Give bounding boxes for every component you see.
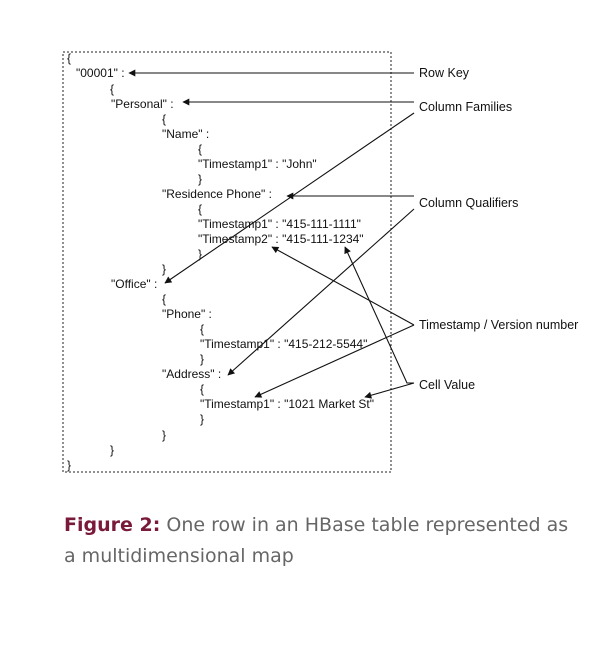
code-ts-john: "Timestamp1" : "John" (198, 157, 317, 171)
figure-number: Figure 2: (64, 514, 161, 536)
code-brace: { (198, 142, 202, 156)
dotted-frame (62, 51, 392, 473)
code-address: "Address" : (162, 367, 221, 381)
code-ts-res1: "Timestamp1" : "415-111-1111" (198, 217, 361, 231)
figure-caption: Figure 2: One row in an HBase table repr… (64, 510, 584, 572)
code-brace: { (200, 322, 204, 336)
code-brace: } (162, 262, 166, 276)
code-brace: { (162, 112, 166, 126)
code-ts-address: "Timestamp1" : "1021 Market St" (200, 397, 374, 411)
label-column-qualifiers: Column Qualifiers (419, 196, 518, 210)
code-brace: { (110, 82, 114, 96)
code-close-root: } (67, 458, 71, 472)
label-row-key: Row Key (419, 66, 470, 80)
code-brace: } (198, 247, 202, 261)
arrow-timestamp-address (254, 324, 415, 398)
code-brace: { (198, 202, 202, 216)
code-row-key: "00001" : (76, 66, 125, 80)
code-brace: } (200, 352, 204, 366)
arrow-cell-value-address (364, 382, 415, 399)
code-brace: } (110, 443, 114, 457)
code-brace: } (200, 412, 204, 426)
code-brace: { (162, 292, 166, 306)
code-personal: "Personal" : (111, 97, 174, 111)
code-residence-phone: "Residence Phone" : (162, 187, 272, 201)
label-column-families: Column Families (419, 100, 512, 114)
code-office: "Office" : (111, 277, 157, 291)
code-phone: "Phone" : (162, 307, 212, 321)
code-ts-phone: "Timestamp1" : "415-212-5544" (200, 337, 367, 351)
caption-text: One row in an HBase table represented as… (64, 514, 569, 567)
code-name: "Name" : (162, 127, 209, 141)
code-brace: } (162, 428, 166, 442)
label-cell-value: Cell Value (419, 378, 475, 392)
code-brace: { (200, 382, 204, 396)
code-ts-res2: "Timestamp2" : "415-111-1234" (198, 232, 364, 246)
code-brace: } (198, 172, 202, 186)
code-open-brace: { (67, 51, 71, 65)
arrow-column-qualifiers-address (227, 208, 415, 376)
label-timestamp: Timestamp / Version number (419, 318, 578, 332)
arrow-timestamp-ts2 (271, 246, 415, 326)
arrow-cell-value-phone (344, 246, 414, 384)
